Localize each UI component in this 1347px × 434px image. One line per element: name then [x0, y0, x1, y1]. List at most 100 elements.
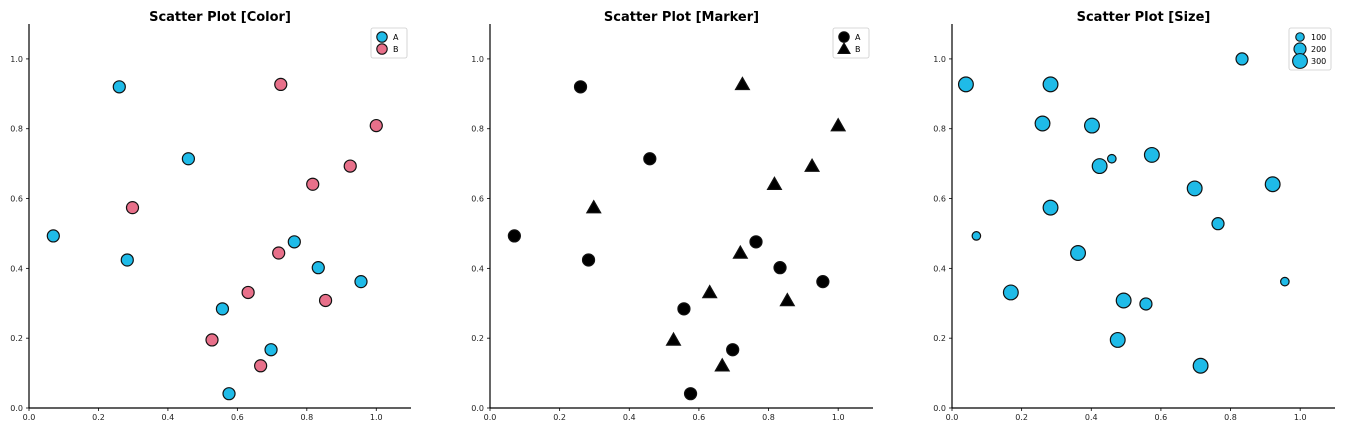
legend-marker [376, 31, 388, 43]
chart-title: Scatter Plot [Color] [149, 10, 291, 25]
x-tick-label: 0.4 [162, 413, 175, 422]
legend-label: A [855, 33, 861, 42]
legend-marker [837, 41, 851, 55]
data-point [665, 331, 682, 346]
data-point [1264, 176, 1281, 193]
y-tick-label: 0.2 [471, 334, 484, 343]
legend-marker [1292, 53, 1308, 69]
data-point [1042, 199, 1059, 216]
data-point [272, 246, 286, 260]
x-tick-label: 0.2 [92, 413, 105, 422]
y-tick-label: 1.0 [471, 55, 484, 64]
data-point [1192, 357, 1209, 374]
scatter-size-panel: Scatter Plot [Size] 0.0 0.2 0.4 0.6 0.8 1.0 0.… [933, 10, 1335, 422]
data-point [643, 152, 657, 166]
scatter-marker-panel: Scatter Plot [Marker] 0.0 0.2 0.4 0.6 0.8 1.0… [471, 10, 873, 422]
x-tick-label: 0.0 [946, 413, 959, 422]
data-point [222, 387, 236, 401]
data-point [205, 333, 219, 347]
data-point [779, 292, 796, 307]
data-point [1070, 245, 1087, 261]
y-tick-label: 0.4 [933, 264, 946, 273]
y-tick-label: 0.8 [471, 125, 484, 134]
data-point [1002, 284, 1019, 301]
y-tick-label: 0.6 [471, 195, 484, 204]
y-tick-label: 0.6 [10, 195, 23, 204]
data-point [732, 244, 749, 259]
data-point [1083, 117, 1100, 134]
legend-label: 300 [1311, 57, 1326, 66]
x-tick-label: 0.0 [484, 413, 497, 422]
data-point [585, 199, 602, 214]
data-point [683, 387, 698, 401]
data-point [1139, 297, 1153, 311]
data-point [677, 302, 691, 316]
data-point [1211, 217, 1225, 231]
data-point [46, 229, 60, 243]
data-point [215, 302, 230, 316]
data-point [573, 80, 588, 94]
data-point [1280, 276, 1290, 287]
data-point [1143, 146, 1160, 163]
x-tick-label: 0.8 [300, 413, 313, 422]
data-point [714, 357, 731, 372]
legend-marker [376, 43, 388, 55]
data-point [1115, 292, 1132, 309]
data-point [581, 253, 596, 267]
data-point [971, 231, 982, 241]
data-point [734, 76, 751, 91]
x-tick-label: 1.0 [1294, 413, 1307, 422]
x-tick-label: 0.2 [553, 413, 566, 422]
y-tick-label: 0.0 [10, 404, 23, 413]
x-tick-label: 0.2 [1015, 413, 1028, 422]
legend-label: 100 [1311, 33, 1326, 42]
chart-title: Scatter Plot [Size] [1077, 10, 1211, 25]
data-point [264, 343, 278, 357]
data-point [1042, 76, 1059, 93]
data-point [120, 253, 134, 267]
legend-frame [370, 27, 408, 59]
x-tick-label: 1.0 [370, 413, 383, 422]
data-point [507, 229, 521, 243]
y-tick-label: 0.0 [471, 404, 484, 413]
data-point [726, 343, 740, 357]
data-point [181, 152, 196, 166]
legend-label: B [855, 45, 861, 54]
x-tick-label: 0.8 [1224, 413, 1237, 422]
data-point [749, 235, 763, 249]
data-point [773, 261, 787, 275]
scatter-color-panel: Scatter Plot [Color] 0.0 0.2 0.4 0.6 0.8 1.0 0… [10, 10, 411, 422]
x-tick-label: 0.4 [623, 413, 636, 422]
y-tick-label: 0.8 [933, 125, 946, 134]
data-point [957, 76, 974, 93]
data-point [343, 159, 357, 173]
data-point [1186, 180, 1203, 197]
legend: AB [370, 27, 408, 59]
y-tick-label: 0.2 [933, 334, 946, 343]
legend-label: B [393, 45, 399, 54]
data-point [830, 117, 847, 132]
data-point [318, 293, 333, 308]
x-tick-label: 1.0 [832, 413, 845, 422]
data-point [112, 80, 126, 94]
y-tick-label: 0.4 [471, 264, 484, 273]
x-tick-label: 0.4 [1085, 413, 1098, 422]
data-point [1109, 331, 1126, 348]
y-tick-label: 0.6 [933, 195, 946, 204]
data-point [354, 275, 368, 289]
data-point [766, 176, 783, 191]
data-point [369, 118, 383, 133]
data-point [241, 285, 255, 300]
legend-marker [838, 31, 850, 43]
x-tick-label: 0.6 [693, 413, 706, 422]
data-point [1091, 158, 1108, 175]
data-point [125, 201, 140, 215]
y-tick-label: 1.0 [10, 55, 23, 64]
legend: 100 200 300 [1288, 27, 1332, 71]
data-point [1034, 115, 1051, 132]
data-point [1106, 153, 1117, 164]
data-point [254, 359, 268, 373]
x-tick-label: 0.0 [23, 413, 36, 422]
